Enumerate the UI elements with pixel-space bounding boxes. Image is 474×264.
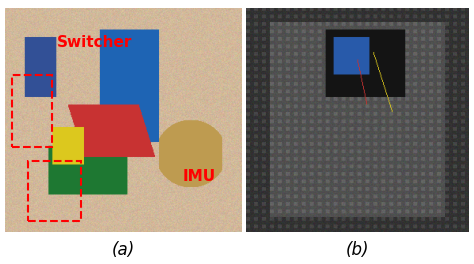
- Text: (b): (b): [346, 241, 370, 259]
- Text: IMU: IMU: [182, 169, 216, 185]
- Text: Switcher: Switcher: [57, 35, 132, 50]
- Text: (a): (a): [111, 241, 135, 259]
